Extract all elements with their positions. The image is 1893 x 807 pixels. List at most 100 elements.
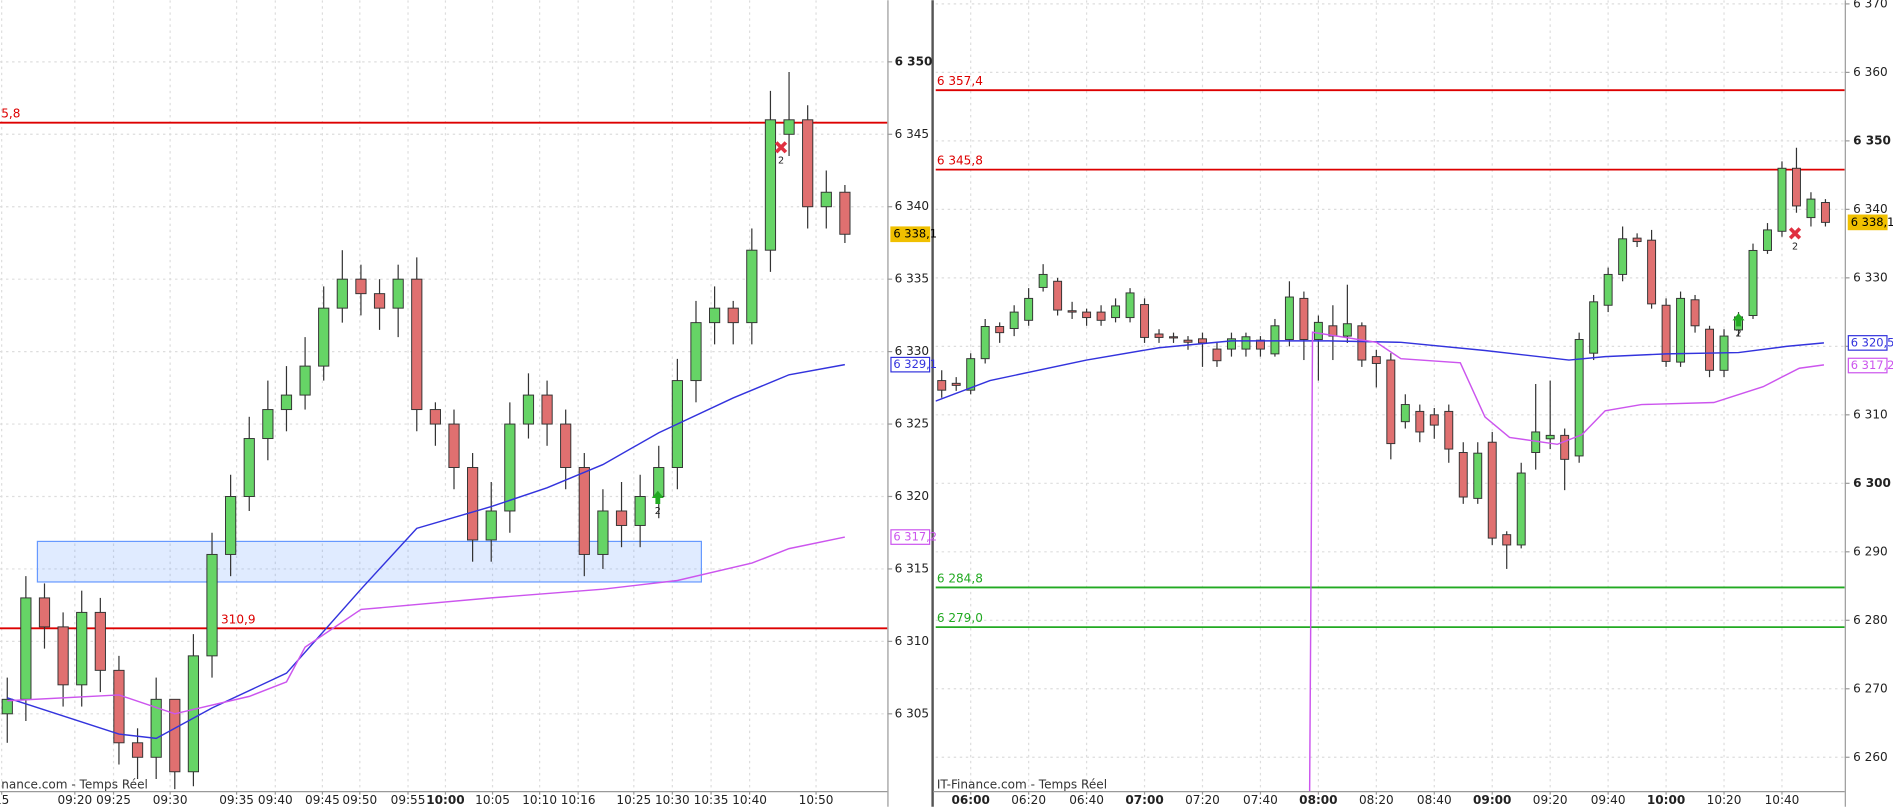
candle-body [336, 278, 348, 309]
candle-body [597, 510, 609, 555]
x-tick-label: 10:40 [1765, 793, 1800, 807]
candle-body [1299, 297, 1309, 340]
price-tag-label: 6 338,1 [1851, 215, 1893, 229]
candle-body [1415, 410, 1425, 433]
candle-body [448, 423, 460, 468]
candle-body [1487, 441, 1497, 539]
price-tag-label: 6 320,5 [1851, 335, 1893, 349]
y-tick-label: 6 320 [895, 489, 930, 503]
y-tick-label: 6 335 [895, 272, 930, 286]
plot-right: 6 357,4 6 345,8 6 284,8 6 279,0 2 2 IT-Finance… [935, 0, 1845, 792]
candle-body [1589, 301, 1599, 354]
x-tick-label: 10:35 [694, 793, 729, 807]
x-tick-label: 09:30 [153, 793, 188, 807]
candle-body [1444, 410, 1454, 450]
candle-body [746, 249, 758, 324]
candle-body [1357, 325, 1367, 361]
candle-body [1111, 305, 1121, 319]
candle-body [76, 611, 88, 686]
candle-body [1125, 292, 1135, 319]
y-tick-label: 6 260 [1853, 750, 1888, 764]
candle-body [1371, 356, 1381, 364]
y-tick-label: 6 315 [895, 561, 930, 575]
candle-body [1053, 280, 1063, 311]
candle-body [966, 358, 976, 391]
candle-body [299, 365, 311, 396]
candle-body [1226, 338, 1236, 350]
x-tick-label: 09:00 [1473, 793, 1511, 807]
x-tick-label: 10:00 [426, 793, 464, 807]
x-tick-label: 10:40 [732, 793, 767, 807]
candle-body [150, 698, 162, 758]
candle-body [280, 394, 293, 411]
level-label: 6 357,4 [937, 74, 983, 88]
candle-body [1676, 297, 1686, 363]
x-tick-label: 06:40 [1069, 793, 1104, 807]
x-tick-label: 07:40 [1243, 793, 1278, 807]
x-tick-label: 10:16 [561, 793, 596, 807]
candle-body [1212, 348, 1222, 362]
marker-label: 2 [655, 506, 661, 517]
price-tag-label: 6 329,1 [893, 357, 937, 371]
x-tick-label: 09:50 [342, 793, 377, 807]
candle-body [1154, 333, 1164, 338]
candle-body [615, 510, 628, 526]
x-tick-label: 09:45 [305, 793, 340, 807]
candle-body [1284, 296, 1294, 340]
sell-marker [774, 141, 788, 154]
price-tag [890, 529, 931, 545]
moving-average [1308, 331, 1825, 792]
candle-body [392, 278, 404, 309]
candle-body [1748, 249, 1758, 317]
candle-body [20, 597, 32, 700]
marker-arrow [1732, 313, 1745, 327]
marker-cross [774, 141, 788, 154]
candle-body [1, 698, 13, 715]
candle-body [820, 191, 832, 208]
candle-body [1516, 472, 1526, 546]
candle-body [578, 467, 590, 555]
candle-body [429, 409, 441, 425]
marker-cross [1788, 227, 1802, 240]
candle-body [1400, 404, 1410, 423]
x-tick-label: 06:00 [951, 793, 989, 807]
candle-body [113, 669, 125, 744]
candle-body [1705, 328, 1715, 371]
moving-average [7, 536, 845, 715]
candle-body [1198, 338, 1207, 344]
candle-body [541, 394, 553, 425]
x-tick-label: 07:00 [1125, 793, 1163, 807]
candle-body [995, 325, 1005, 334]
y-tick-label: 6 310 [1853, 407, 1888, 421]
candle-body [560, 423, 572, 468]
sell-marker [1788, 227, 1802, 240]
candle-body [1082, 311, 1092, 319]
y-tick-label: 6 270 [1853, 681, 1888, 695]
y-tick-label: 6 370 [1853, 0, 1888, 10]
candle-body [355, 278, 367, 295]
candle-body [1661, 304, 1671, 362]
y-tick-label: 6 290 [1853, 544, 1888, 558]
y-tick-label: 6 310 [895, 634, 930, 648]
candle-body [1618, 238, 1628, 275]
x-tick-label: 10:10 [522, 793, 557, 807]
candle-body [1313, 321, 1323, 340]
zone [36, 540, 702, 583]
candle-body [187, 655, 200, 773]
moving-average [7, 363, 845, 740]
candle-body [1429, 414, 1439, 426]
candle-body [1458, 452, 1468, 498]
candle-body [1140, 304, 1150, 338]
candle-body [1632, 237, 1642, 243]
x-tick-label: 10:50 [799, 793, 834, 807]
candle-body [634, 496, 646, 526]
price-tag-label: 6 317,2 [1851, 358, 1893, 372]
candle-body [467, 467, 479, 541]
y-tick-label: 6 325 [895, 417, 930, 431]
buy-marker [1732, 313, 1745, 327]
candle-body [94, 611, 106, 671]
candle-body [951, 382, 961, 386]
y-tick-label: 6 305 [895, 706, 930, 720]
level-label: 6 310,9 [210, 612, 256, 626]
